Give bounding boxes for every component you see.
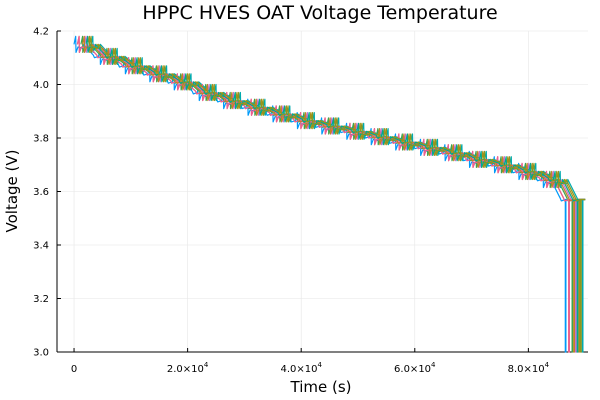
series-line-7 [76, 35, 586, 353]
x-tick-exponent: 4 [317, 361, 322, 369]
x-tick-mantissa: 4.0×10 [280, 364, 317, 375]
x-tick-exponent: 4 [204, 361, 209, 369]
chart-title: HPPC HVES OAT Voltage Temperature [142, 2, 497, 24]
y-tick-label: 4.0 [33, 80, 49, 91]
x-tick-label: 2.0×104 [167, 361, 209, 375]
x-tick-mantissa: 6.0×10 [394, 364, 431, 375]
x-tick-exponent: 4 [545, 361, 550, 369]
y-tick-label: 3.2 [33, 294, 49, 305]
x-tick-label: 4.0×104 [280, 361, 322, 375]
y-tick-label: 3.4 [33, 241, 49, 252]
x-tick-exponent: 4 [431, 361, 436, 369]
series-layer [73, 35, 586, 353]
y-tick-label: 3.8 [33, 134, 49, 145]
tick-layer: 3.03.23.43.63.84.04.20 2.0×104 4.0×104 6.0×… [33, 27, 550, 376]
x-tick-mantissa: 8.0×10 [508, 364, 545, 375]
x-tick-mantissa: 2.0×10 [167, 364, 204, 375]
y-tick-label: 3.0 [33, 348, 49, 359]
series-line-10 [88, 35, 586, 353]
gridlines [57, 30, 588, 353]
y-tick-label: 3.6 [33, 187, 49, 198]
y-axis-title: Voltage (V) [3, 150, 21, 233]
x-axis-title: Time (s) [290, 378, 352, 396]
x-tick-label: 8.0×104 [508, 361, 550, 375]
x-tick-label: 0 [71, 364, 77, 375]
x-tick-label: 6.0×104 [394, 361, 436, 375]
y-tick-label: 4.2 [33, 27, 49, 38]
x-tick-mantissa: 0 [71, 364, 77, 375]
